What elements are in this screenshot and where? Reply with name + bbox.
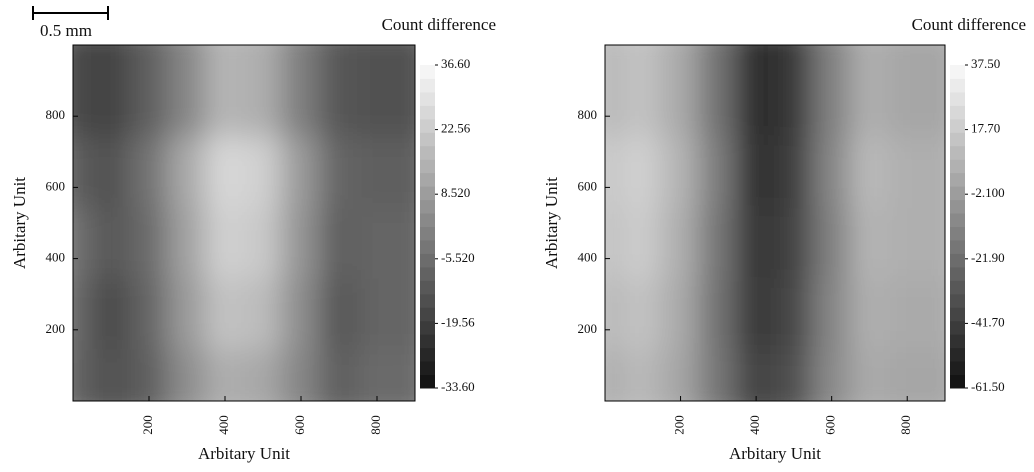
colorbar-step <box>950 266 965 281</box>
colorbar-step <box>950 239 965 254</box>
colorbar-step <box>420 213 435 227</box>
colorbar-step <box>950 347 965 362</box>
colorbar-step <box>950 118 965 133</box>
heatmap-cells <box>73 45 415 401</box>
colorbar-step <box>420 226 435 241</box>
y-tick-label: 800 <box>578 107 598 122</box>
y-tick-label: 600 <box>46 178 66 193</box>
colorbar-step <box>420 347 435 362</box>
colorbar-step <box>420 293 435 308</box>
colorbar-step <box>420 172 435 187</box>
colorbar-tick-label: -2.100 <box>971 185 1005 200</box>
colorbar-step <box>950 65 965 79</box>
colorbar-tick-label: -21.90 <box>971 250 1005 265</box>
colorbar-step <box>950 374 965 389</box>
y-tick-label: 400 <box>46 250 66 265</box>
x-tick-label: 600 <box>292 415 307 435</box>
colorbar-step <box>420 78 435 93</box>
colorbar-step <box>420 91 435 106</box>
plot-frame <box>604 44 946 402</box>
x-tick-label: 400 <box>216 415 231 435</box>
colorbar-step <box>950 253 965 268</box>
colorbar-step <box>950 132 965 147</box>
colorbar-tick-label: -19.56 <box>441 314 475 329</box>
x-tick-label: 200 <box>140 415 155 435</box>
colorbar-step <box>420 253 435 268</box>
colorbar-step <box>420 334 435 349</box>
scale-bar-label: 0.5 mm <box>40 21 92 40</box>
colorbar-step <box>950 320 965 335</box>
colorbar-step <box>420 266 435 281</box>
y-tick-label: 400 <box>578 250 598 265</box>
heatmap-cell <box>887 45 945 137</box>
heatmap <box>605 45 945 401</box>
x-axis-label: Arbitary Unit <box>729 444 821 463</box>
colorbar-step <box>950 91 965 106</box>
y-tick-label: 800 <box>46 107 66 122</box>
colorbar-step <box>420 374 435 389</box>
heatmap <box>73 45 415 401</box>
colorbar-step <box>420 239 435 254</box>
x-tick-label: 400 <box>747 415 762 435</box>
colorbar-tick-label: -41.70 <box>971 314 1005 329</box>
colorbar-step <box>950 199 965 214</box>
x-tick-label: 600 <box>823 415 838 435</box>
colorbar-step <box>950 78 965 93</box>
x-tick-label: 800 <box>898 415 913 435</box>
colorbar-title: Count difference <box>382 15 496 34</box>
heatmap-cell <box>357 45 415 137</box>
colorbar-step <box>420 105 435 120</box>
colorbar-step <box>420 145 435 160</box>
heatmap-cells <box>605 45 945 401</box>
colorbar-step <box>420 118 435 133</box>
y-tick-label: 200 <box>578 321 598 336</box>
colorbar-step <box>420 199 435 214</box>
y-tick-label: 200 <box>46 321 66 336</box>
x-tick-label: 800 <box>368 415 383 435</box>
colorbar-tick-label: 36.60 <box>441 56 470 71</box>
x-tick-label: 200 <box>672 415 687 435</box>
colorbar-tick-label: -33.60 <box>441 379 475 394</box>
colorbar-step <box>950 307 965 322</box>
colorbar-step <box>420 186 435 201</box>
plot-frame <box>72 44 416 402</box>
colorbar-step <box>950 159 965 174</box>
colorbar-step <box>420 159 435 174</box>
colorbar-tick-label: 22.56 <box>441 121 471 136</box>
y-axis-label: Arbitary Unit <box>10 177 29 269</box>
colorbar-step <box>950 334 965 349</box>
colorbar-step <box>420 320 435 335</box>
colorbar-step <box>950 145 965 160</box>
colorbar-step <box>950 105 965 120</box>
colorbar-step <box>420 65 435 79</box>
colorbar-step <box>420 361 435 376</box>
colorbar-step <box>950 226 965 241</box>
colorbar-step <box>950 361 965 376</box>
colorbar-tick-label: -5.520 <box>441 250 475 265</box>
colorbar-step <box>950 172 965 187</box>
colorbar-step <box>950 280 965 295</box>
colorbar-step <box>420 280 435 295</box>
colorbar-tick-label: 37.50 <box>971 56 1000 71</box>
colorbar-tick-label: 8.520 <box>441 185 470 200</box>
y-axis-label: Arbitary Unit <box>542 177 561 269</box>
colorbar-tick-label: -61.50 <box>971 379 1005 394</box>
colorbar-title: Count difference <box>912 15 1026 34</box>
colorbar-step <box>950 293 965 308</box>
colorbar-step <box>420 132 435 147</box>
y-tick-label: 600 <box>578 178 598 193</box>
colorbar-step <box>420 307 435 322</box>
colorbar-tick-label: 17.70 <box>971 121 1000 136</box>
x-axis-label: Arbitary Unit <box>198 444 290 463</box>
colorbar-step <box>950 186 965 201</box>
colorbar-step <box>950 213 965 227</box>
